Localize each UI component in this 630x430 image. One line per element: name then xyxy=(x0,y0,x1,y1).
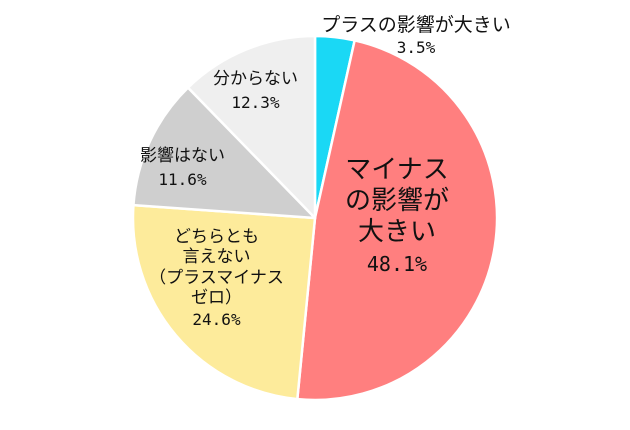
slice-label-text: プラスの影響が大きい xyxy=(321,14,511,36)
slice-label-text: どちらとも xyxy=(174,227,259,247)
slice-value-label: 12.3% xyxy=(231,93,280,113)
slice-value-label: 3.5% xyxy=(396,37,436,57)
slice-label-text: マイナス xyxy=(345,155,449,185)
pie-slice-minus-large xyxy=(296,39,499,402)
slice-label-text: 影響はない xyxy=(140,146,225,166)
slice-label-text: （プラスマイナス xyxy=(149,267,284,288)
pie-slice-no-impact xyxy=(132,86,317,220)
slice-label-plus-large: プラスの影響が大きい 3.5% xyxy=(306,14,526,57)
slice-label-dont-know: 分からない 12.3% xyxy=(193,69,318,113)
slice-label-text: 分からない xyxy=(213,69,298,89)
slice-label-minus-large: マイナス の影響が 大きい 48.1% xyxy=(327,155,467,276)
slice-label-text: ゼロ） xyxy=(191,288,242,309)
slice-label-text: 言えない xyxy=(182,247,251,268)
slice-value-label: 11.6% xyxy=(158,170,207,190)
slice-label-neutral: どちらとも 言えない （プラスマイナス ゼロ） 24.6% xyxy=(124,227,309,329)
pie-slices xyxy=(131,34,499,402)
slice-label-no-impact: 影響はない 11.6% xyxy=(120,146,245,190)
slice-label-text: 大きい xyxy=(357,217,436,248)
slice-label-text: の影響が xyxy=(344,186,449,217)
slice-value-label: 48.1% xyxy=(366,251,428,276)
pie-slice-neutral xyxy=(131,203,317,401)
slice-value-label: 24.6% xyxy=(192,309,241,329)
pie-slice-dont-know xyxy=(186,34,317,220)
